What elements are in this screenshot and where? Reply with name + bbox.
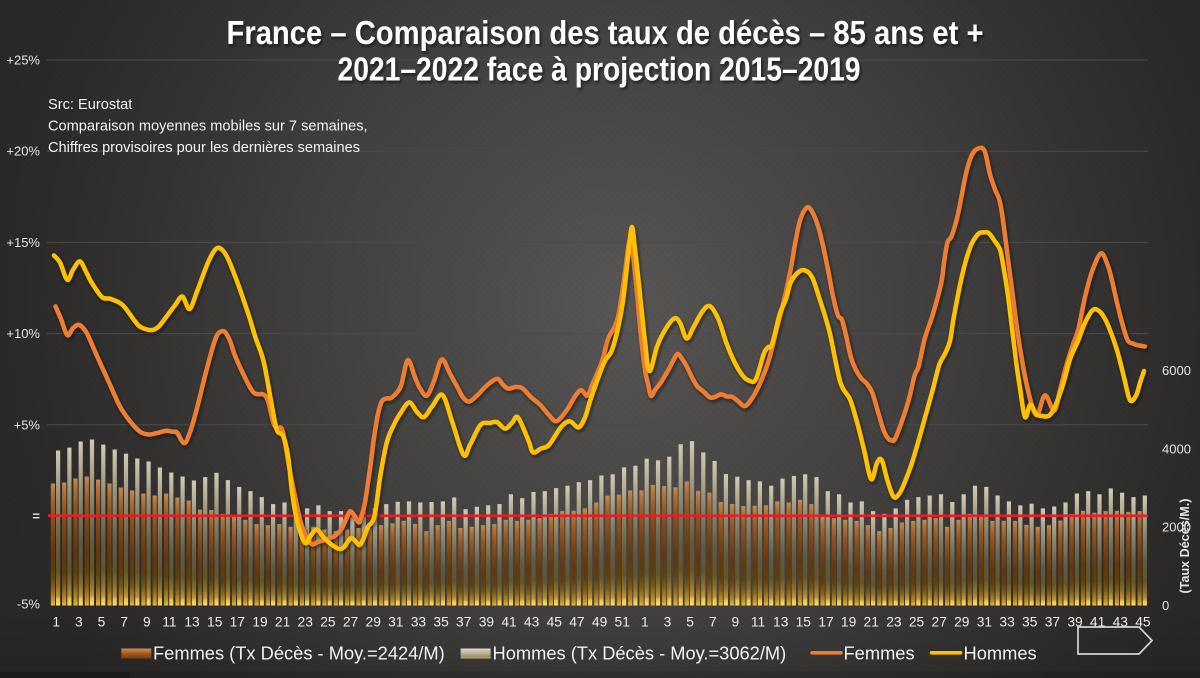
svg-text:21: 21 xyxy=(275,615,290,630)
svg-text:21: 21 xyxy=(864,615,879,630)
svg-text:-5%: -5% xyxy=(17,597,41,612)
svg-text:4000: 4000 xyxy=(1162,441,1191,456)
svg-text:27: 27 xyxy=(932,615,947,630)
svg-text:3: 3 xyxy=(75,615,83,630)
svg-text:Src: Eurostat: Src: Eurostat xyxy=(48,97,132,113)
svg-text:35: 35 xyxy=(433,615,449,630)
svg-text:7: 7 xyxy=(120,615,128,630)
svg-text:45: 45 xyxy=(1135,615,1151,630)
svg-text:31: 31 xyxy=(388,615,403,630)
svg-text:Hommes (Tx Décès - Moy.=3062/M: Hommes (Tx Décès - Moy.=3062/M) xyxy=(493,643,787,664)
svg-text:France – Comparaison des taux: France – Comparaison des taux de décès –… xyxy=(227,14,984,51)
svg-text:Comparaison moyennes mobiles s: Comparaison moyennes mobiles sur 7 semai… xyxy=(48,119,368,135)
svg-text:19: 19 xyxy=(841,615,857,630)
svg-text:13: 13 xyxy=(184,615,200,630)
svg-text:31: 31 xyxy=(977,615,992,630)
svg-text:45: 45 xyxy=(547,615,563,630)
svg-text:33: 33 xyxy=(999,615,1015,630)
svg-text:43: 43 xyxy=(1113,615,1129,630)
svg-text:Chiffres provisoires pour les: Chiffres provisoires pour les dernières … xyxy=(48,140,360,156)
svg-text:Femmes: Femmes xyxy=(844,643,915,664)
svg-text:29: 29 xyxy=(954,615,970,630)
svg-text:9: 9 xyxy=(143,615,151,630)
svg-text:47: 47 xyxy=(569,615,584,630)
svg-text:6000: 6000 xyxy=(1162,363,1191,378)
svg-text:19: 19 xyxy=(252,615,268,630)
svg-text:9: 9 xyxy=(732,615,740,630)
svg-text:23: 23 xyxy=(298,615,314,630)
svg-text:3: 3 xyxy=(664,615,672,630)
svg-text:37: 37 xyxy=(456,615,471,630)
svg-text:15: 15 xyxy=(207,615,223,630)
svg-text:7: 7 xyxy=(709,615,717,630)
svg-text:49: 49 xyxy=(592,615,608,630)
svg-text:39: 39 xyxy=(479,615,495,630)
svg-text:25: 25 xyxy=(320,615,336,630)
svg-text:(Taux Décès/M.): (Taux Décès/M.) xyxy=(1178,499,1192,594)
svg-text:37: 37 xyxy=(1045,615,1060,630)
svg-text:11: 11 xyxy=(162,615,176,630)
svg-text:23: 23 xyxy=(886,615,902,630)
svg-text:+20%: +20% xyxy=(6,144,40,159)
svg-text:51: 51 xyxy=(615,615,630,630)
svg-text:39: 39 xyxy=(1067,615,1083,630)
svg-text:2000: 2000 xyxy=(1162,520,1191,535)
svg-text:5: 5 xyxy=(98,615,106,630)
svg-text:33: 33 xyxy=(411,615,427,630)
svg-text:Hommes: Hommes xyxy=(964,643,1037,664)
svg-text:5: 5 xyxy=(686,615,694,630)
svg-text:17: 17 xyxy=(818,615,833,630)
svg-text:+15%: +15% xyxy=(6,235,40,250)
svg-text:17: 17 xyxy=(230,615,245,630)
svg-text:43: 43 xyxy=(524,615,540,630)
svg-text:+5%: +5% xyxy=(14,417,41,432)
svg-text:13: 13 xyxy=(773,615,789,630)
svg-text:+25%: +25% xyxy=(6,53,40,68)
svg-text:27: 27 xyxy=(343,615,358,630)
svg-text:29: 29 xyxy=(366,615,382,630)
svg-text:0: 0 xyxy=(1162,598,1169,613)
svg-text:15: 15 xyxy=(796,615,812,630)
svg-text:41: 41 xyxy=(501,615,516,630)
svg-text:2021–2022 face à projection 20: 2021–2022 face à projection 2015–2019 xyxy=(338,51,861,88)
svg-text:+10%: +10% xyxy=(6,326,40,341)
svg-text:1: 1 xyxy=(52,615,60,630)
svg-text:25: 25 xyxy=(909,615,925,630)
svg-text:35: 35 xyxy=(1022,615,1038,630)
svg-text:1: 1 xyxy=(641,615,649,630)
svg-text:11: 11 xyxy=(751,615,765,630)
svg-text:=: = xyxy=(32,509,40,524)
svg-text:Femmes (Tx Décès - Moy.=2424/M: Femmes (Tx Décès - Moy.=2424/M) xyxy=(153,643,445,664)
svg-text:41: 41 xyxy=(1090,615,1105,630)
